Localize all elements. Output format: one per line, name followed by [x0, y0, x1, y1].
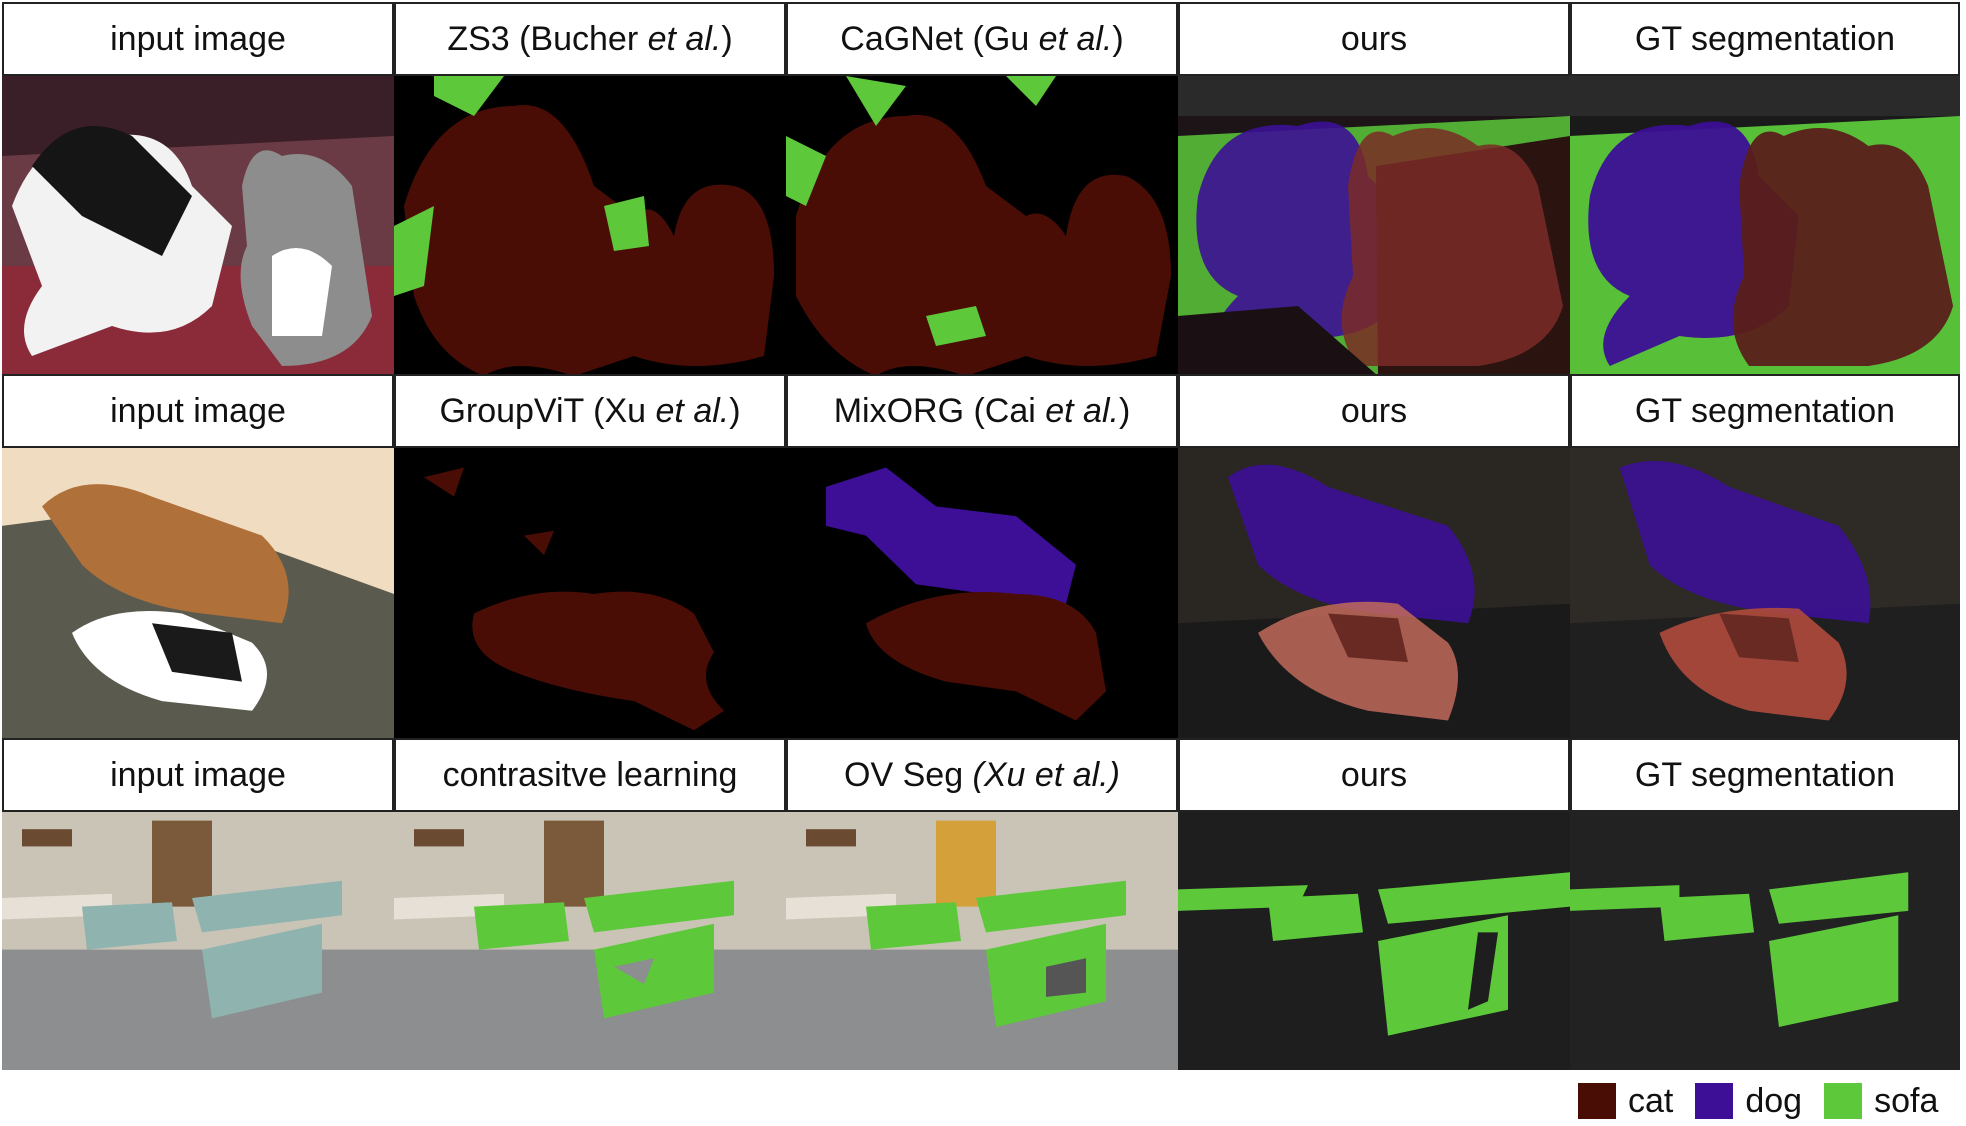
row2-col5-header: GT segmentation — [1570, 374, 1960, 448]
legend-label-sofa: sofa — [1874, 1081, 1939, 1120]
row2-col1-header-text-1: input image — [110, 391, 286, 430]
row1-col3-header-text-2: et al. — [1038, 19, 1113, 58]
row1-col2-header-text-1: ZS3 (Bucher — [447, 19, 648, 58]
row3-col3-header: OV Seg (Xu et al.) — [786, 738, 1178, 812]
row1-col5-header-text-1: GT segmentation — [1634, 19, 1896, 58]
row1-col2-header-text-2: et al. — [647, 19, 722, 58]
row2-input-image-svg — [2, 448, 394, 740]
row2-mixorg-result-svg — [786, 448, 1178, 740]
row1-col5-header: GT segmentation — [1570, 2, 1960, 76]
row1-col1-header: input image — [2, 2, 394, 76]
row3-ours-result — [1178, 812, 1570, 1070]
row1-input-image — [2, 76, 394, 376]
row3-ovseg-result-svg — [786, 812, 1178, 1070]
row2-ours-result-svg — [1178, 448, 1570, 740]
row3-col5-header: GT segmentation — [1570, 738, 1960, 812]
row2-col4-header-text-1: ours — [1340, 391, 1408, 430]
legend-item-cat: cat — [1578, 1082, 1673, 1121]
class-legend: cat dog sofa — [1578, 1080, 1960, 1122]
row1-col4-header-text-1: ours — [1340, 19, 1408, 58]
row3-gt-segmentation — [1570, 812, 1960, 1070]
row2-col4-header: ours — [1178, 374, 1570, 448]
row2-col3-header-text-1: MixORG (Cai — [833, 391, 1046, 430]
row2-col2-header-text-3: ) — [729, 391, 741, 430]
row1-gt-segmentation-svg — [1570, 76, 1960, 376]
row1-zs3-result — [394, 76, 786, 376]
legend-label-cat: cat — [1628, 1081, 1674, 1120]
row2-mixorg-result — [786, 448, 1178, 740]
row2-gt-segmentation-svg — [1570, 448, 1960, 740]
row2-groupvit-result — [394, 448, 786, 740]
row3-col4-header-text-1: ours — [1340, 755, 1408, 794]
row2-input-image — [2, 448, 394, 740]
row3-input-image-svg — [2, 812, 394, 1070]
row3-input-image — [2, 812, 394, 1070]
row2-col3-header-text-2: et al. — [1045, 391, 1119, 430]
row1-cagnet-result-svg — [786, 76, 1178, 376]
row2-col2-header-text-2: et al. — [655, 391, 730, 430]
row1-col3-header-text-1: CaGNet (Gu — [840, 19, 1039, 58]
row3-col4-header: ours — [1178, 738, 1570, 812]
legend-item-sofa: sofa — [1824, 1082, 1938, 1121]
legend-swatch-sofa — [1824, 1083, 1863, 1119]
row2-col1-header: input image — [2, 374, 394, 448]
row2-col2-header: GroupViT (Xu et al.) — [394, 374, 786, 448]
row2-gt-segmentation — [1570, 448, 1960, 740]
row2-col2-header-text-1: GroupViT (Xu — [439, 391, 656, 430]
row1-input-image-svg — [2, 76, 394, 376]
row1-col2-header-text-3: ) — [721, 19, 733, 58]
row1-ours-result-svg — [1178, 76, 1570, 376]
row3-col1-header-text-1: input image — [110, 755, 286, 794]
row1-col4-header: ours — [1178, 2, 1570, 76]
row2-col5-header-text-1: GT segmentation — [1634, 391, 1896, 430]
row1-col3-header: CaGNet (Gu et al.) — [786, 2, 1178, 76]
row2-groupvit-result-svg — [394, 448, 786, 740]
row2-ours-result — [1178, 448, 1570, 740]
row1-col1-header-text-1: input image — [110, 19, 286, 58]
row1-col3-header-text-3: ) — [1112, 19, 1124, 58]
row3-col5-header-text-1: GT segmentation — [1634, 755, 1896, 794]
row3-col2-header-text-1: contrasitve learning — [442, 755, 738, 794]
row1-ours-result — [1178, 76, 1570, 376]
row1-zs3-result-svg — [394, 76, 786, 376]
row3-gt-segmentation-svg — [1570, 812, 1960, 1070]
row3-contrastive-learning-result-svg — [394, 812, 786, 1070]
row3-col3-header-text-2: (Xu — [972, 755, 1035, 794]
row3-ovseg-result — [786, 812, 1178, 1070]
row3-contrastive-learning-result — [394, 812, 786, 1070]
row2-col3-header: MixORG (Cai et al.) — [786, 374, 1178, 448]
row1-gt-segmentation — [1570, 76, 1960, 376]
row3-col3-header-text-3: et al.) — [1034, 755, 1120, 794]
row2-col3-header-text-3: ) — [1118, 391, 1131, 430]
legend-swatch-cat — [1578, 1083, 1616, 1119]
row1-col2-header: ZS3 (Bucher et al.) — [394, 2, 786, 76]
row1-cagnet-result — [786, 76, 1178, 376]
row3-col2-header: contrasitve learning — [394, 738, 786, 812]
legend-swatch-dog — [1695, 1083, 1734, 1119]
row3-col1-header: input image — [2, 738, 394, 812]
legend-item-dog: dog — [1695, 1082, 1802, 1121]
row3-col3-header-text-1: OV Seg — [844, 755, 973, 794]
legend-label-dog: dog — [1745, 1081, 1803, 1120]
row3-ours-result-svg — [1178, 812, 1570, 1070]
